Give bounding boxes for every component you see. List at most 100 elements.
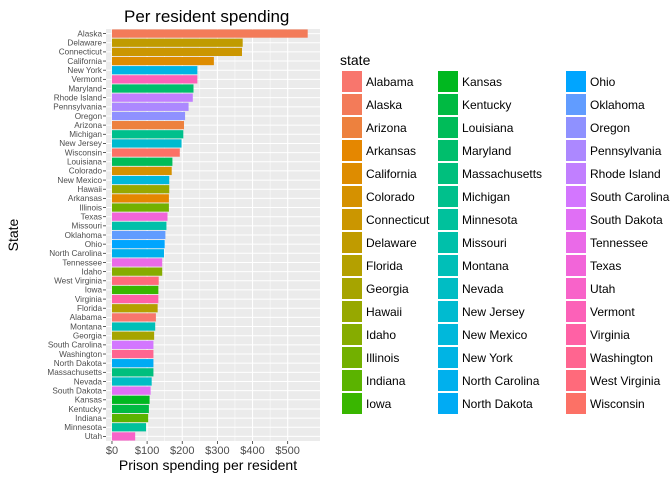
legend-label: Florida — [366, 259, 403, 273]
bar — [111, 102, 189, 111]
legend-label: Ohio — [590, 75, 616, 89]
legend-label: Pennsylvania — [590, 144, 662, 158]
y-tick-label: Arkansas — [68, 194, 102, 203]
legend-key — [566, 94, 586, 115]
legend-label: New Mexico — [462, 328, 528, 342]
legend-label: Idaho — [366, 328, 396, 342]
y-tick-label: Massachusetts — [47, 368, 102, 377]
legend-key — [438, 209, 458, 230]
bar — [111, 230, 166, 240]
y-tick-label: North Carolina — [49, 249, 102, 258]
y-tick-label: Colorado — [69, 167, 103, 176]
bar — [111, 359, 154, 368]
legend-label: Arizona — [366, 121, 407, 135]
legend-key — [566, 255, 586, 276]
legend-key — [342, 140, 362, 161]
y-tick-label: Alaska — [77, 29, 102, 38]
legend-key — [566, 117, 586, 138]
legend-key — [566, 140, 586, 161]
legend-label: Alaska — [366, 98, 402, 112]
bar — [111, 240, 165, 249]
y-tick-label: Ohio — [85, 240, 103, 249]
bar — [111, 185, 170, 194]
x-tick-label: $200 — [170, 445, 194, 457]
legend-key — [438, 255, 458, 276]
legend-key — [566, 278, 586, 299]
bar — [111, 93, 193, 102]
legend-key — [566, 186, 586, 207]
legend-key — [342, 347, 362, 368]
y-tick-label: Kentucky — [68, 405, 103, 414]
legend-label: Colorado — [366, 190, 415, 204]
bar — [111, 432, 136, 441]
legend-key — [438, 232, 458, 253]
y-tick-label: Rhode Island — [54, 93, 103, 102]
y-tick-label: West Virginia — [54, 277, 102, 286]
x-tick-label: $400 — [240, 445, 264, 457]
chart-title: Per resident spending — [124, 7, 289, 26]
legend-label: New York — [462, 351, 514, 365]
legend-label: Vermont — [590, 305, 635, 319]
y-tick-label: Oregon — [75, 112, 103, 121]
y-tick-label: Texas — [81, 212, 102, 221]
y-tick-label: Indiana — [75, 414, 102, 423]
y-tick-label: South Carolina — [48, 341, 103, 350]
bar — [111, 377, 152, 386]
legend-key — [342, 393, 362, 414]
bar — [111, 111, 186, 121]
y-tick-label: Arizona — [74, 121, 102, 130]
bar — [111, 423, 147, 432]
bar — [111, 194, 169, 203]
legend-key — [342, 324, 362, 345]
bar — [111, 304, 158, 313]
bar — [111, 313, 156, 322]
y-tick-label: Nevada — [74, 377, 103, 386]
legend-key — [438, 94, 458, 115]
bar — [111, 84, 194, 93]
legend-key — [438, 186, 458, 207]
y-tick-label: Missouri — [72, 222, 103, 231]
y-tick-label: Kansas — [75, 396, 102, 405]
legend-key — [438, 301, 458, 322]
y-tick-label: Louisiana — [67, 158, 102, 167]
bar — [111, 212, 168, 221]
legend-key — [566, 393, 586, 414]
bar — [111, 29, 308, 38]
bar — [111, 139, 182, 148]
legend-label: Oregon — [590, 121, 630, 135]
legend-key — [438, 370, 458, 391]
legend-label: Tennessee — [590, 236, 648, 250]
legend-key — [342, 278, 362, 299]
legend-key — [342, 71, 362, 92]
y-tick-label: New Mexico — [57, 176, 102, 185]
bar — [111, 221, 167, 230]
bar — [111, 285, 159, 295]
legend-key — [566, 347, 586, 368]
legend-label: Missouri — [462, 236, 507, 250]
bar — [111, 148, 180, 157]
legend-key — [438, 347, 458, 368]
legend-key — [438, 393, 458, 414]
y-tick-label: Vermont — [72, 75, 103, 84]
legend-label: Illinois — [366, 351, 399, 365]
y-tick-label: Iowa — [85, 286, 103, 295]
legend-label: South Dakota — [590, 213, 663, 227]
legend-key — [566, 370, 586, 391]
y-tick-label: Minnesota — [64, 423, 102, 432]
y-tick-label: Utah — [85, 432, 103, 441]
legend-label: Michigan — [462, 190, 510, 204]
x-axis-title: Prison spending per resident — [119, 457, 297, 473]
legend-key — [342, 186, 362, 207]
legend-key — [438, 117, 458, 138]
legend-key — [566, 71, 586, 92]
legend-label: Utah — [590, 282, 615, 296]
y-tick-label: Wisconsin — [65, 148, 103, 157]
legend-label: West Virginia — [590, 374, 661, 388]
bar — [111, 368, 154, 377]
x-tick-labels: $0 $100 $200 $300 $400 $500 — [106, 441, 300, 457]
bar — [111, 66, 198, 75]
y-tick-label: Oklahoma — [65, 231, 103, 240]
